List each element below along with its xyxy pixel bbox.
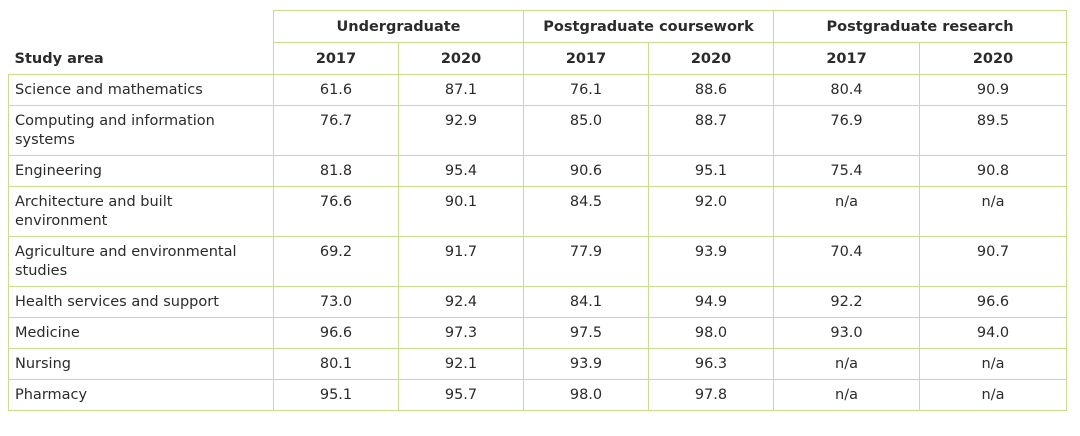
group-row: Study area Undergraduate Postgraduate cou… bbox=[8, 10, 1068, 75]
year-header: 2020 bbox=[398, 42, 524, 75]
cell-value: 90.7 bbox=[919, 236, 1068, 287]
cell-value: 94.9 bbox=[647, 286, 775, 318]
cell-value: 76.9 bbox=[773, 105, 921, 156]
cell-value: 88.7 bbox=[647, 105, 775, 156]
cell-value: 96.6 bbox=[919, 286, 1068, 318]
cell-value: 98.0 bbox=[523, 379, 649, 411]
study-area: Agriculture and environmental studies bbox=[8, 236, 274, 287]
cell-value: 95.7 bbox=[398, 379, 524, 411]
cell-value: 93.9 bbox=[523, 348, 649, 380]
table-row: Medicine 96.6 97.3 97.5 98.0 93.0 94.0 bbox=[8, 317, 1068, 349]
table-row: Computing and information systems 76.7 92.… bbox=[8, 105, 1068, 156]
cell-value: 61.6 bbox=[273, 74, 399, 106]
cell-value: 70.4 bbox=[773, 236, 921, 287]
cell-value: 96.3 bbox=[647, 348, 775, 380]
study-area: Pharmacy bbox=[8, 379, 274, 411]
year-row: 2017 2020 2017 2020 2017 2020 bbox=[9, 42, 1068, 75]
cell-value: 94.0 bbox=[919, 317, 1068, 349]
cell-value: 91.7 bbox=[398, 236, 524, 287]
table-body: Science and mathematics 61.6 87.1 76.1 88.6 8… bbox=[8, 74, 1068, 411]
year-header: 2017 bbox=[523, 42, 649, 75]
year-header: 2020 bbox=[647, 42, 775, 75]
cell-value: 84.5 bbox=[523, 186, 649, 237]
cell-value: 92.0 bbox=[647, 186, 775, 237]
cell-value: 90.1 bbox=[398, 186, 524, 237]
year-header: 2017 bbox=[273, 42, 399, 75]
cell-value: 76.6 bbox=[273, 186, 399, 237]
study-area: Architecture and built environment bbox=[8, 186, 274, 237]
results-table: Study area Undergraduate Postgraduate cou… bbox=[8, 10, 1068, 411]
cell-value: 90.6 bbox=[523, 155, 649, 187]
cell-value: 81.8 bbox=[273, 155, 399, 187]
year-header: 2017 bbox=[773, 42, 921, 75]
group-header: Postgraduate research bbox=[773, 10, 1068, 43]
cell-value: 96.6 bbox=[273, 317, 399, 349]
cell-value: 92.1 bbox=[398, 348, 524, 380]
cell-value: 97.3 bbox=[398, 317, 524, 349]
cell-value: 87.1 bbox=[398, 74, 524, 106]
study-area: Nursing bbox=[8, 348, 274, 380]
corner-header: Study area bbox=[8, 10, 274, 75]
table-row: Agriculture and environmental studies 69.… bbox=[8, 236, 1068, 287]
cell-value: 92.9 bbox=[398, 105, 524, 156]
study-area: Health services and support bbox=[8, 286, 274, 318]
cell-value: 93.9 bbox=[647, 236, 775, 287]
cell-value: 77.9 bbox=[523, 236, 649, 287]
cell-value: 97.8 bbox=[647, 379, 775, 411]
cell-value: 93.0 bbox=[773, 317, 921, 349]
cell-value: 95.4 bbox=[398, 155, 524, 187]
group-header: Undergraduate bbox=[273, 10, 524, 43]
cell-value: 98.0 bbox=[647, 317, 775, 349]
cell-value: 76.1 bbox=[523, 74, 649, 106]
table-row: Engineering 81.8 95.4 90.6 95.1 75.4 90.8 bbox=[8, 155, 1068, 187]
cell-value: 90.8 bbox=[919, 155, 1068, 187]
cell-value: n/a bbox=[773, 379, 921, 411]
cell-value: n/a bbox=[919, 379, 1068, 411]
cell-value: 89.5 bbox=[919, 105, 1068, 156]
study-area: Science and mathematics bbox=[8, 74, 274, 106]
cell-value: 76.7 bbox=[273, 105, 399, 156]
cell-value: n/a bbox=[773, 348, 921, 380]
cell-value: 88.6 bbox=[647, 74, 775, 106]
cell-value: n/a bbox=[919, 186, 1068, 237]
table-row: Health services and support 73.0 92.4 84.1 9… bbox=[8, 286, 1068, 318]
cell-value: 69.2 bbox=[273, 236, 399, 287]
study-area: Medicine bbox=[8, 317, 274, 349]
table-row: Science and mathematics 61.6 87.1 76.1 88.6 8… bbox=[8, 74, 1068, 106]
cell-value: 95.1 bbox=[647, 155, 775, 187]
cell-value: 90.9 bbox=[919, 74, 1068, 106]
cell-value: 80.4 bbox=[773, 74, 921, 106]
study-area: Computing and information systems bbox=[8, 105, 274, 156]
cell-value: 92.4 bbox=[398, 286, 524, 318]
table-row: Nursing 80.1 92.1 93.9 96.3 n/a n/a bbox=[8, 348, 1068, 380]
cell-value: 73.0 bbox=[273, 286, 399, 318]
cell-value: 80.1 bbox=[273, 348, 399, 380]
cell-value: 84.1 bbox=[523, 286, 649, 318]
table-row: Architecture and built environment 76.6 90… bbox=[8, 186, 1068, 237]
cell-value: n/a bbox=[773, 186, 921, 237]
cell-value: 92.2 bbox=[773, 286, 921, 318]
cell-value: 97.5 bbox=[523, 317, 649, 349]
table-row: Pharmacy 95.1 95.7 98.0 97.8 n/a n/a bbox=[8, 379, 1068, 411]
cell-value: 75.4 bbox=[773, 155, 921, 187]
study-area: Engineering bbox=[8, 155, 274, 187]
cell-value: 95.1 bbox=[273, 379, 399, 411]
cell-value: 85.0 bbox=[523, 105, 649, 156]
year-header: 2020 bbox=[919, 42, 1068, 75]
cell-value: n/a bbox=[919, 348, 1068, 380]
group-header: Postgraduate coursework bbox=[522, 10, 775, 43]
